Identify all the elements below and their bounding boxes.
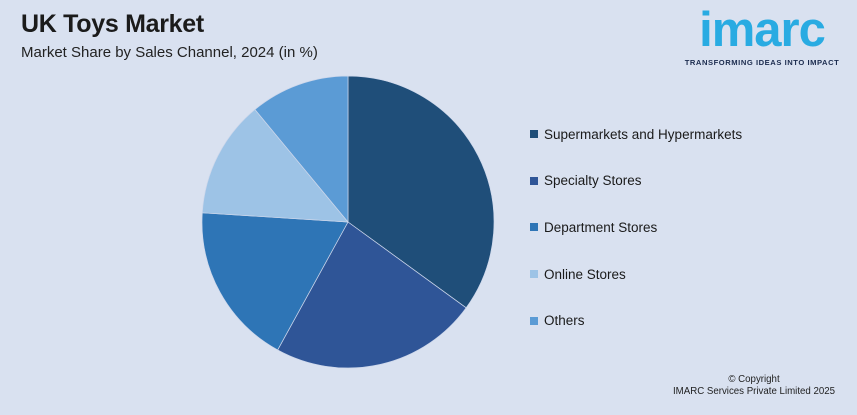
copyright-notice: © Copyright IMARC Services Private Limit… (664, 374, 844, 399)
legend-item-supermarkets-and-hypermarkets: Supermarkets and Hypermarkets (530, 126, 742, 142)
legend-label: Online Stores (544, 266, 626, 282)
pie-slice-specialty-stores (277, 221, 467, 369)
pie-slice-supermarkets-and-hypermarkets (347, 75, 495, 309)
copyright-line2: IMARC Services Private Limited 2025 (672, 386, 836, 398)
chart-legend: Supermarkets and Hypermarkets Specialty S… (530, 126, 742, 359)
chart-header: UK Toys Market Market Share by Sales Cha… (21, 10, 318, 61)
legend-item-specialty-stores: Specialty Stores (530, 173, 742, 189)
legend-swatch-online-stores (530, 270, 538, 279)
legend-swatch-department-stores (530, 223, 538, 232)
page-subtitle: Market Share by Sales Channel, 2024 (in … (21, 43, 318, 61)
legend-label: Supermarkets and Hypermarkets (544, 126, 743, 142)
legend-label: Department Stores (544, 219, 658, 235)
legend-label: Others (544, 313, 585, 329)
legend-item-department-stores: Department Stores (530, 219, 742, 235)
pie-chart (201, 75, 495, 369)
imarc-logo-wordmark: imarc (699, 3, 826, 57)
pie-slice-others (254, 75, 349, 223)
pie-slice-online-stores (201, 109, 349, 223)
imarc-logo: imarc TRANSFORMING IDEAS INTO IMPACT (677, 4, 847, 67)
legend-label: Specialty Stores (544, 173, 642, 189)
imarc-logo-tagline: TRANSFORMING IDEAS INTO IMPACT (684, 57, 840, 67)
pie-slice-department-stores (201, 212, 349, 351)
legend-item-online-stores: Online Stores (530, 266, 742, 282)
page-title: UK Toys Market (21, 10, 204, 38)
copyright-line1: © Copyright (728, 373, 780, 385)
legend-swatch-supermarkets-and-hypermarkets (530, 130, 538, 138)
legend-swatch-specialty-stores (530, 176, 538, 185)
legend-item-others: Others (530, 313, 742, 329)
legend-swatch-others (530, 316, 538, 325)
